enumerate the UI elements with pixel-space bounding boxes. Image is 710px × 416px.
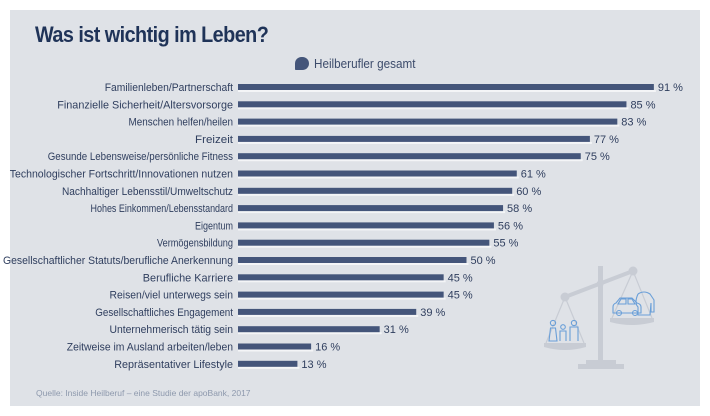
bar — [238, 205, 504, 212]
bar-row: Reisen/viel unterwegs sein 45 % — [110, 290, 473, 302]
bar — [238, 360, 298, 367]
value-label: 39 % — [420, 307, 445, 319]
bar-baseline — [238, 349, 314, 352]
value-label: 60 % — [516, 186, 541, 198]
bar-row: Finanzielle Sicherheit/Altersvorsorge 85 … — [57, 99, 655, 111]
bar-row: Freizeit 77 % — [195, 134, 619, 146]
category-label: Hohes Einkommen/Lebensstandard — [91, 203, 234, 215]
bar-row: Zeitweise im Ausland arbeiten/leben 16 % — [67, 342, 341, 354]
bar-baseline — [238, 90, 656, 92]
bar-baseline — [238, 314, 419, 317]
value-label: 56 % — [498, 220, 523, 232]
bar — [238, 326, 380, 333]
bar — [238, 170, 517, 177]
bar — [238, 257, 467, 263]
bar-baseline — [238, 176, 519, 179]
bar-row: Eigentum 56 % — [195, 220, 523, 232]
source-note: Quelle: Inside Heilberuf – eine Studie d… — [36, 388, 251, 398]
value-label: 75 % — [585, 151, 610, 163]
bar-row: Repräsentativer Lifestyle 13 % — [114, 359, 326, 371]
bar-baseline — [238, 107, 629, 110]
scale-illustration — [544, 266, 655, 369]
category-label: Menschen helfen/heilen — [129, 117, 234, 129]
bar-baseline — [238, 297, 446, 300]
legend: Heilberufler gesamt — [295, 56, 427, 71]
bar — [238, 135, 590, 142]
bar-baseline — [238, 280, 446, 283]
value-label: 55 % — [493, 238, 518, 250]
bar-row: Menschen helfen/heilen 83 % — [129, 117, 647, 129]
bar-row: Hohes Einkommen/Lebensstandard 58 % — [91, 203, 533, 215]
value-label: 31 % — [384, 324, 409, 336]
bar-baseline — [238, 332, 382, 335]
bar-baseline — [238, 228, 496, 231]
bar — [238, 222, 494, 229]
balance-scale-icon — [544, 266, 654, 369]
family-icon — [548, 319, 579, 342]
category-label: Gesellschaftlicher Statuts/berufliche An… — [3, 255, 233, 267]
value-label: 61 % — [521, 169, 546, 181]
category-label: Eigentum — [195, 220, 233, 232]
value-label: 45 % — [448, 290, 473, 302]
value-label: 50 % — [471, 255, 496, 267]
category-label: Reisen/viel unterwegs sein — [110, 290, 234, 302]
bar-baseline — [238, 263, 469, 265]
category-label: Gesellschaftliches Engagement — [95, 307, 233, 319]
category-label: Vermögensbildung — [157, 238, 233, 250]
category-label: Familienleben/Partnerschaft — [105, 82, 233, 94]
bar-row: Gesellschaftliches Engagement 39 % — [95, 307, 445, 319]
bar-row: Vermögensbildung 55 % — [157, 238, 519, 250]
bar-row: Nachhaltiger Lebensstil/Umweltschutz 60 % — [62, 186, 541, 198]
bar-rows: Familienleben/Partnerschaft 91 %Finanziel… — [3, 82, 683, 371]
category-label: Technologischer Fortschritt/Innovationen… — [10, 169, 233, 181]
category-label: Freizeit — [195, 134, 233, 146]
bar — [238, 153, 581, 160]
chart-title: Was ist wichtig im Leben? — [35, 22, 269, 47]
bar-baseline — [238, 366, 300, 369]
value-label: 16 % — [315, 342, 340, 354]
bar — [238, 118, 618, 125]
value-label: 13 % — [301, 359, 326, 371]
legend-swatch-icon — [295, 57, 309, 70]
shirt-icon — [635, 291, 655, 316]
category-label: Gesunde Lebensweise/persönliche Fitness — [48, 151, 234, 163]
bar — [238, 274, 444, 281]
bar-baseline — [238, 193, 515, 196]
category-label: Finanzielle Sicherheit/Altersvorsorge — [57, 99, 233, 111]
bar-baseline — [238, 141, 592, 144]
bar — [238, 308, 417, 315]
category-label: Unternehmerisch tätig sein — [110, 324, 234, 336]
bar-baseline — [238, 159, 583, 162]
value-label: 77 % — [594, 134, 619, 146]
value-label: 83 % — [621, 117, 646, 129]
bar-row: Gesellschaftlicher Statuts/berufliche An… — [3, 255, 496, 267]
value-label: 58 % — [507, 203, 532, 215]
category-label: Berufliche Karriere — [143, 272, 233, 284]
bar-row: Familienleben/Partnerschaft 91 % — [105, 82, 683, 94]
bar-baseline — [238, 245, 492, 248]
bar — [238, 84, 654, 90]
category-label: Zeitweise im Ausland arbeiten/leben — [67, 342, 233, 354]
bar-baseline — [238, 124, 620, 127]
value-label: 91 % — [658, 82, 683, 94]
bar-baseline — [238, 211, 506, 214]
bar-row: Unternehmerisch tätig sein 31 % — [110, 324, 409, 336]
bar-row: Berufliche Karriere 45 % — [143, 272, 473, 284]
legend-label: Heilberufler gesamt — [314, 56, 416, 71]
bar — [238, 343, 312, 350]
value-label: 45 % — [448, 272, 473, 284]
category-label: Repräsentativer Lifestyle — [114, 359, 233, 371]
bar — [238, 239, 490, 246]
value-label: 85 % — [630, 99, 655, 111]
bar — [238, 101, 627, 108]
category-label: Nachhaltiger Lebensstil/Umweltschutz — [62, 186, 233, 198]
bar-row: Technologischer Fortschritt/Innovationen… — [10, 169, 546, 181]
bar — [238, 291, 444, 298]
bar — [238, 187, 513, 194]
bar-row: Gesunde Lebensweise/persönliche Fitness 7… — [48, 151, 610, 163]
